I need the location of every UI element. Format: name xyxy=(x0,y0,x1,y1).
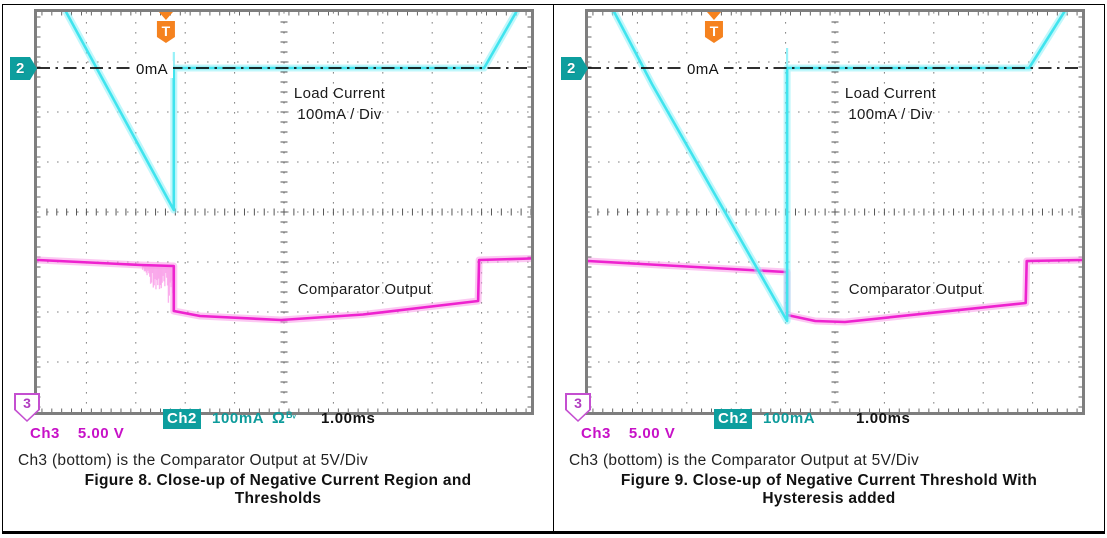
load-current-annotation-line2: 100mA / Div xyxy=(297,106,382,123)
ch3-label: Ch3 xyxy=(581,425,611,442)
scope-readout-row: Ch2 100mA Ω Bᵥ 1.00ms xyxy=(3,409,553,429)
timebase-readout: 1.00ms xyxy=(321,410,376,427)
scope-readout-row: Ch2 100mA 1.00ms xyxy=(554,409,1104,429)
figure9-title-line1: Figure 9. Close-up of Negative Current T… xyxy=(620,472,1038,489)
load-current-annotation: Load Current 100mA / Div xyxy=(813,83,968,125)
caption-note: Ch3 (bottom) is the Comparator Output at… xyxy=(569,452,920,469)
scope-waveform-svg: T xyxy=(588,12,1082,412)
figure9-title-line2: Hysteresis added xyxy=(762,490,896,507)
comparator-output-annotation: Comparator Output xyxy=(297,281,432,298)
figure8-panel: T 0mA Load Current 100mA / Div Comparato… xyxy=(3,5,554,531)
ch3-readout-row: Ch3 5.00 V xyxy=(30,425,124,442)
scope-waveform-svg: T xyxy=(37,12,531,412)
load-current-annotation-line2: 100mA / Div xyxy=(848,106,933,123)
figure-table: T 0mA Load Current 100mA / Div Comparato… xyxy=(2,4,1105,534)
svg-text:T: T xyxy=(162,23,171,39)
ch2-bandwidth-icon: Bᵥ xyxy=(286,410,296,420)
ch2-scale-readout: 100mA xyxy=(212,410,265,427)
figure9-panel: T 0mA Load Current 100mA / Div Comparato… xyxy=(554,5,1104,531)
channel2-reference-marker: 2 xyxy=(10,57,37,80)
figure8-title-line2: Thresholds xyxy=(234,490,322,507)
ch2-scale-readout: 100mA xyxy=(763,410,816,427)
oscilloscope-screen-fig8: T 0mA Load Current 100mA / Div Comparato… xyxy=(34,9,534,415)
channel3-reference-marker-label: 3 xyxy=(567,395,589,420)
ch2-badge: Ch2 xyxy=(163,409,201,429)
timebase-readout: 1.00ms xyxy=(856,410,911,427)
figure8-title: Figure 8. Close-up of Negative Current R… xyxy=(3,472,553,508)
caption-note: Ch3 (bottom) is the Comparator Output at… xyxy=(18,452,369,469)
svg-text:T: T xyxy=(710,23,719,39)
ch2-impedance-icon: Ω xyxy=(272,410,285,427)
load-current-annotation: Load Current 100mA / Div xyxy=(262,83,417,125)
ch3-label: Ch3 xyxy=(30,425,60,442)
figure8-title-line1: Figure 8. Close-up of Negative Current R… xyxy=(84,472,472,489)
ch3-readout-row: Ch3 5.00 V xyxy=(581,425,675,442)
ch3-scale-readout: 5.00 V xyxy=(77,425,125,442)
channel2-reference-marker: 2 xyxy=(561,57,588,80)
ch3-scale-readout: 5.00 V xyxy=(628,425,676,442)
channel3-reference-marker-label: 3 xyxy=(16,395,38,420)
oscilloscope-screen-fig9: T 0mA Load Current 100mA / Div Comparato… xyxy=(585,9,1085,415)
zero-current-label: 0mA xyxy=(682,61,725,78)
load-current-annotation-line1: Load Current xyxy=(844,85,937,102)
load-current-annotation-line1: Load Current xyxy=(293,85,386,102)
comparator-output-annotation: Comparator Output xyxy=(848,281,983,298)
zero-current-label: 0mA xyxy=(131,61,174,78)
ch2-badge: Ch2 xyxy=(714,409,752,429)
figure9-title: Figure 9. Close-up of Negative Current T… xyxy=(554,472,1104,508)
